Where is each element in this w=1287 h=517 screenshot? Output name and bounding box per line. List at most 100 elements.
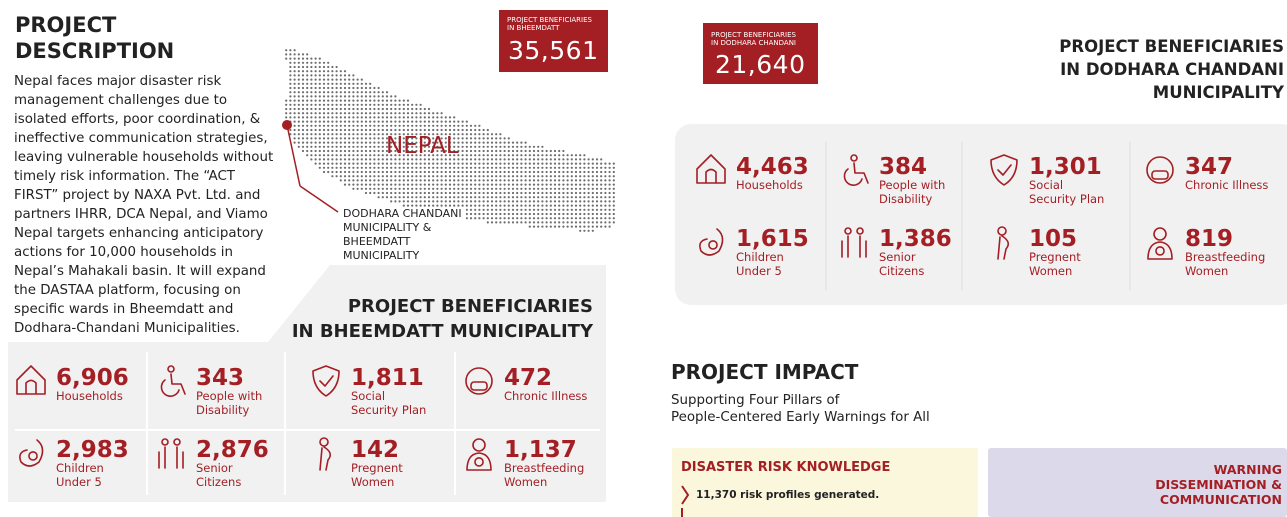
- map-dot: [503, 200, 506, 203]
- map-dot: [549, 170, 552, 174]
- map-dot: [352, 141, 355, 144]
- map-dot: [478, 166, 481, 169]
- map-dot: [608, 187, 611, 190]
- map-dot: [385, 120, 389, 123]
- map-dot: [453, 124, 456, 127]
- map-dot: [444, 137, 447, 140]
- icon-wheelchair: [843, 162, 869, 186]
- map-dot: [432, 162, 435, 165]
- map-dot: [436, 170, 439, 174]
- map-dot: [327, 61, 330, 64]
- map-dot: [574, 162, 578, 165]
- map-dot: [474, 128, 477, 132]
- map-dot: [587, 187, 590, 190]
- map-dot: [301, 61, 305, 64]
- map-dot: [293, 116, 296, 119]
- map-dot: [360, 116, 363, 119]
- map-dot: [402, 128, 405, 132]
- map-dot: [591, 162, 594, 165]
- map-dot: [390, 128, 393, 132]
- map-dot: [373, 103, 376, 106]
- map-dot: [482, 158, 485, 161]
- map-dot: [486, 137, 489, 140]
- map-dot: [343, 112, 347, 115]
- map-dot: [600, 179, 603, 182]
- map-dot: [322, 70, 326, 73]
- map-dot: [314, 61, 317, 64]
- map-dot: [499, 221, 502, 224]
- map-dot: [537, 166, 540, 169]
- map-dot: [398, 187, 401, 190]
- map-dot: [364, 137, 368, 140]
- map-dot: [415, 116, 418, 119]
- map-dot: [537, 154, 540, 157]
- map-dot: [478, 154, 481, 157]
- map-dot: [507, 175, 510, 178]
- map-dot: [465, 191, 468, 195]
- map-dot: [348, 99, 351, 102]
- map-dot: [369, 124, 372, 127]
- map-dot: [448, 149, 452, 153]
- map-dot: [327, 133, 330, 136]
- map-dot: [411, 158, 414, 161]
- map-dot: [297, 112, 300, 115]
- map-dot: [579, 166, 582, 169]
- map-dot: [448, 191, 452, 195]
- map-dot: [411, 166, 414, 169]
- map-dot: [482, 128, 485, 132]
- map-dot: [394, 162, 397, 165]
- map-dot: [377, 95, 380, 98]
- badge-value: 21,640: [715, 50, 806, 79]
- map-dot: [301, 128, 305, 132]
- map-dot: [507, 166, 510, 169]
- map-dot: [444, 158, 447, 161]
- icons: [16, 154, 1174, 471]
- map-dot: [465, 183, 468, 186]
- map-dot: [532, 204, 536, 207]
- map-dot: [570, 158, 573, 161]
- map-dot: [448, 124, 452, 127]
- map-dot: [377, 124, 380, 127]
- map-dot: [385, 166, 389, 169]
- bullet-chevron: [681, 485, 690, 505]
- map-dot: [348, 162, 351, 165]
- icon-house: [696, 154, 726, 184]
- map-dot: [532, 217, 536, 220]
- map-dot: [562, 204, 565, 207]
- map-dot: [364, 187, 368, 190]
- map-dot: [436, 187, 439, 190]
- map-dot: [314, 107, 317, 111]
- map-dot: [390, 183, 393, 186]
- map-dot: [343, 99, 347, 102]
- map-dot: [457, 196, 460, 199]
- map-dot: [495, 208, 498, 211]
- map-dot: [562, 170, 565, 174]
- map-dot: [348, 107, 351, 111]
- map-dot: [532, 221, 536, 224]
- map-dot: [398, 137, 401, 140]
- map-dot: [448, 175, 452, 178]
- map-dot: [541, 191, 544, 195]
- map-dot: [381, 191, 384, 195]
- map-dot: [478, 158, 481, 161]
- map-dot: [427, 170, 431, 174]
- map-dot: [453, 137, 456, 140]
- map-dot: [427, 128, 431, 132]
- map-dot: [528, 179, 531, 182]
- map-dot: [478, 212, 481, 216]
- map-dot: [495, 149, 498, 153]
- map-dot: [381, 149, 384, 153]
- map-dot: [348, 141, 351, 144]
- map-dot: [331, 133, 334, 136]
- map-dot: [385, 99, 389, 102]
- map-dot: [402, 191, 405, 195]
- map-dot: [398, 149, 401, 153]
- map-dot: [415, 128, 418, 132]
- map-dot: [465, 208, 468, 211]
- map-dot: [436, 175, 439, 178]
- map-dot: [360, 86, 363, 90]
- map-dot: [453, 141, 456, 144]
- map-dot: [432, 166, 435, 169]
- map-dot: [499, 158, 502, 161]
- map-dot: [507, 179, 510, 182]
